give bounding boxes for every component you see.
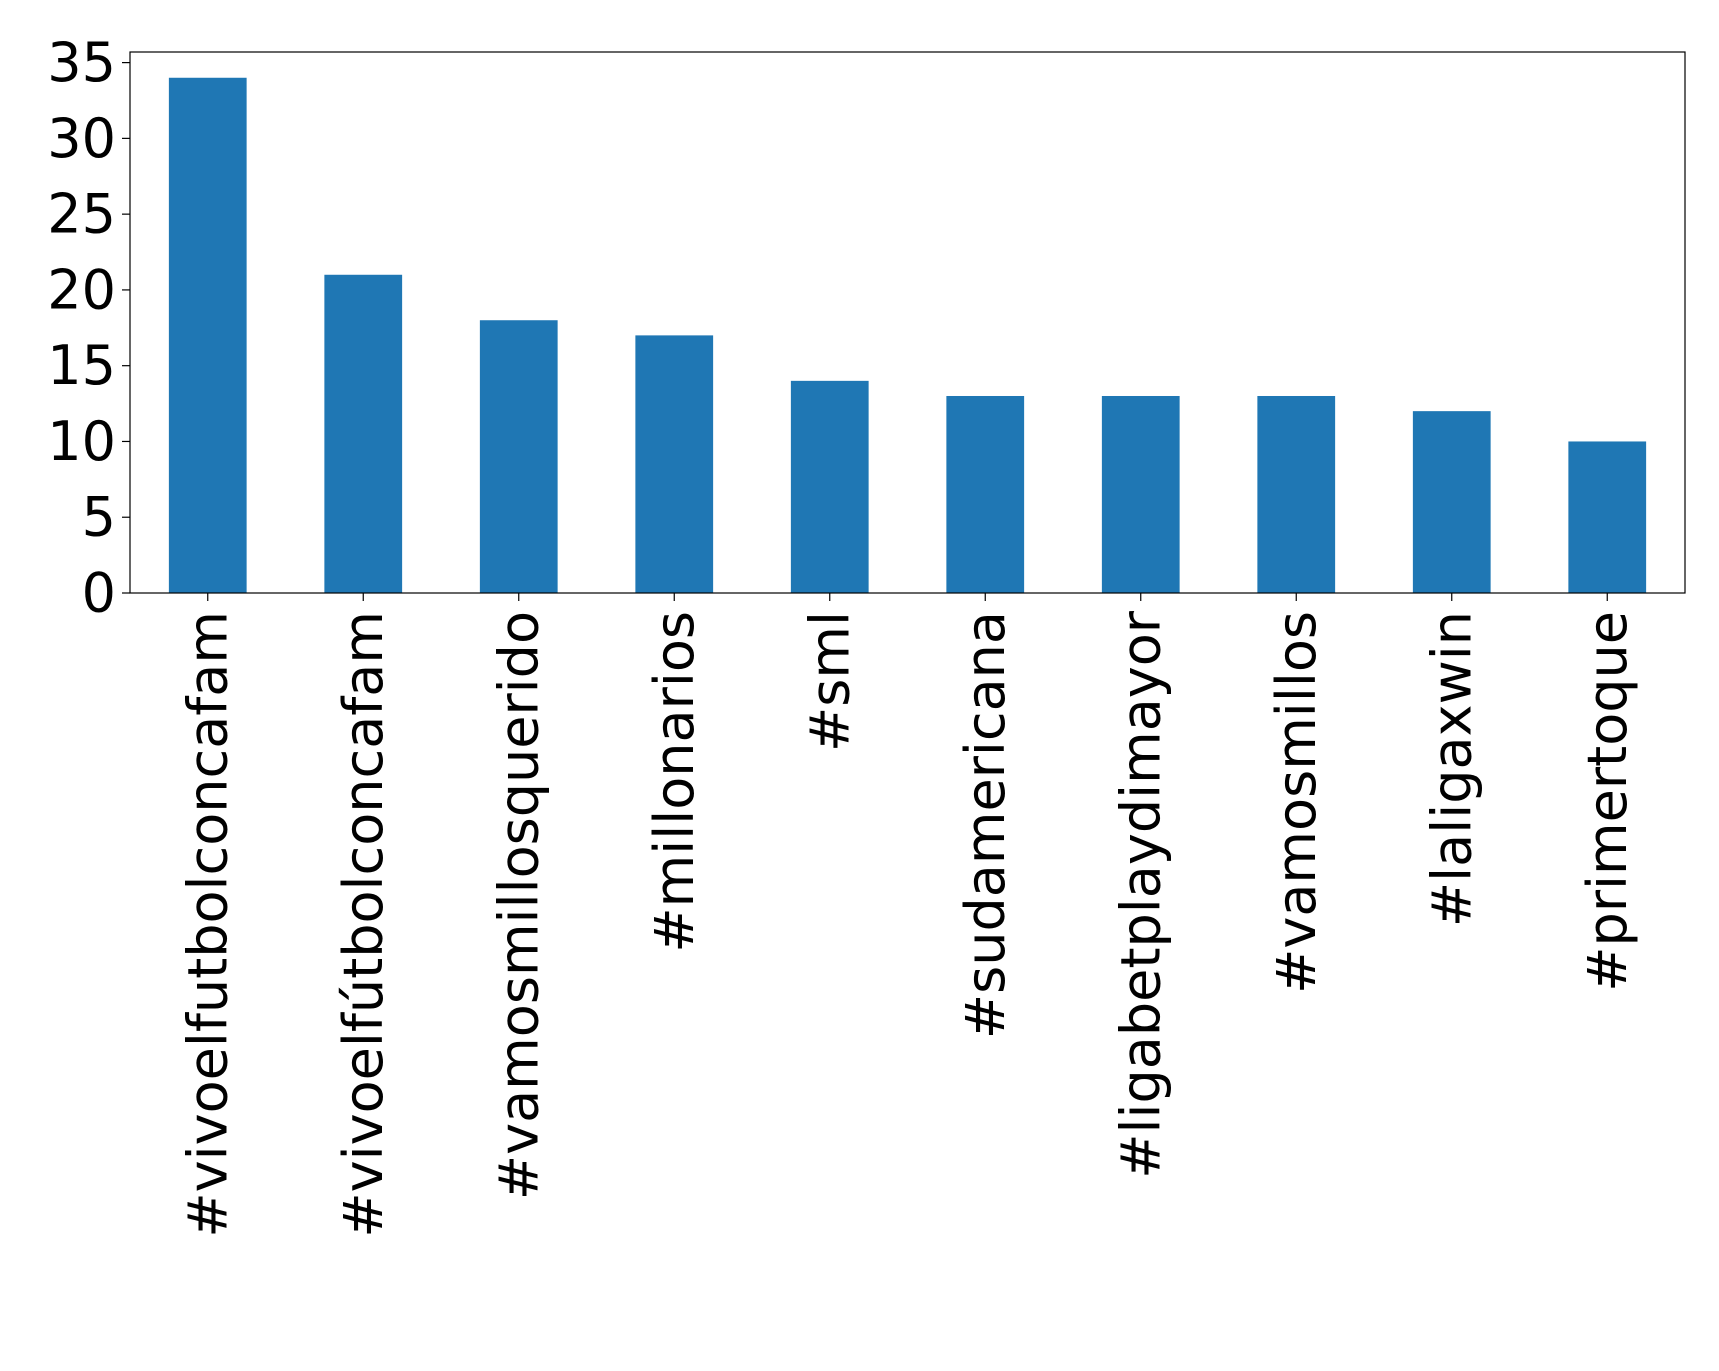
x-tick-label: #primertoque (1576, 611, 1639, 992)
y-tick-label: 20 (47, 258, 116, 321)
bar (1257, 395, 1336, 593)
bar (1101, 395, 1180, 593)
y-tick-label: 30 (47, 107, 116, 170)
bar (479, 320, 558, 593)
bar (324, 274, 403, 593)
x-tick-label: #millonarios (643, 611, 706, 953)
x-tick-label: #sudamericana (954, 611, 1017, 1039)
x-tick-label: #sml (798, 611, 861, 752)
y-tick-label: 5 (82, 486, 116, 549)
bar (1568, 441, 1647, 593)
bar (635, 335, 714, 593)
y-tick-label: 0 (82, 562, 116, 625)
bar (790, 380, 869, 593)
bars-layer (168, 77, 1647, 593)
bar (946, 395, 1025, 593)
y-tick-label: 10 (47, 410, 116, 473)
x-tick-label: #laligaxwin (1420, 611, 1483, 927)
y-tick-label: 15 (47, 334, 116, 397)
bar (1412, 411, 1491, 593)
x-tick-label: #vivoelfútbolconcafam (332, 611, 395, 1238)
x-axis: #vivoelfutbolconcafam #vivoelfútbolconcaf… (176, 593, 1639, 1238)
x-tick-label: #vamosmillosquerido (487, 611, 550, 1200)
y-axis: 0 5 10 15 20 25 30 35 (47, 31, 130, 625)
y-tick-label: 35 (47, 31, 116, 94)
plot-frame (129, 51, 1686, 594)
bar (168, 77, 247, 593)
x-tick-label: #ligabetplaydimayor (1109, 610, 1172, 1179)
x-tick-label: #vamosmillos (1265, 611, 1328, 994)
y-tick-label: 25 (47, 183, 116, 246)
x-tick-label: #vivoelfutbolconcafam (176, 611, 239, 1238)
